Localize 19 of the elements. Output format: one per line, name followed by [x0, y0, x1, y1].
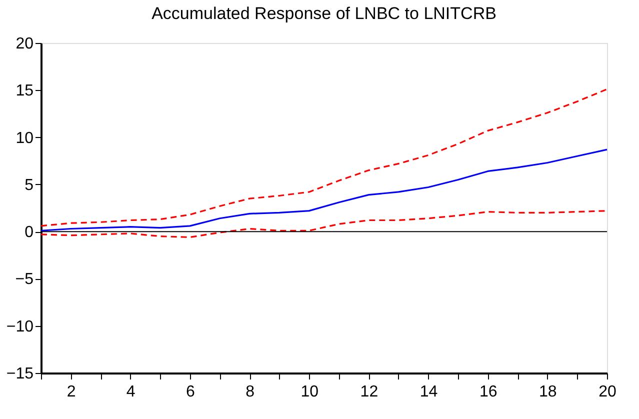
- x-tick-label: 14: [420, 384, 438, 400]
- x-tick-label: 16: [479, 384, 498, 400]
- y-tick-label: 0: [24, 224, 34, 242]
- x-tick-label: 10: [300, 384, 319, 400]
- x-tick-label: 2: [66, 384, 76, 400]
- x-tick-label: 18: [539, 384, 557, 400]
- x-tick-label: 4: [126, 384, 136, 400]
- x-tick-label: 6: [186, 384, 195, 400]
- y-tick-label: 5: [24, 176, 34, 194]
- x-tick-label: 12: [360, 384, 378, 400]
- y-tick-label: 15: [16, 82, 34, 100]
- x-tick-label: 20: [598, 384, 616, 400]
- y-tick-label: 20: [16, 36, 34, 52]
- y-tick-label: −10: [6, 318, 34, 336]
- y-tick-label: −15: [6, 366, 34, 382]
- y-tick-label: −5: [15, 271, 34, 288]
- chart-title: Accumulated Response of LNBC to LNITCRB: [152, 4, 496, 23]
- y-tick-label: 10: [16, 130, 34, 147]
- x-tick-label: 8: [246, 384, 255, 400]
